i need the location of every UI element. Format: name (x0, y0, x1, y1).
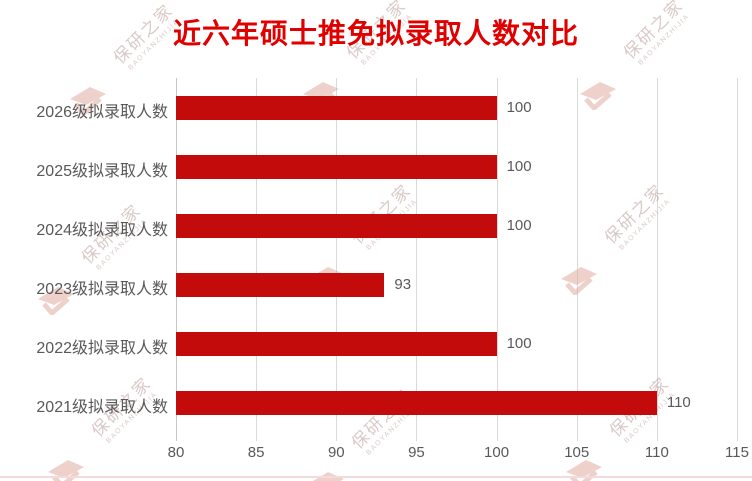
x-tick-label: 80 (167, 444, 185, 461)
value-label: 100 (506, 98, 532, 116)
category-label: 2022级拟录取人数 (36, 340, 168, 358)
gridline (496, 78, 498, 441)
watermark-logo-icon (576, 72, 618, 115)
gridline (256, 78, 258, 441)
x-tick-label: 105 (564, 444, 590, 461)
category-label: 2024级拟录取人数 (36, 221, 168, 239)
bottom-border-line (0, 476, 752, 478)
graduation-cap-icon (580, 82, 616, 112)
value-label: 110 (666, 394, 691, 412)
chart-title: 近六年硕士推免拟录取人数对比 (172, 18, 579, 49)
gridline (336, 78, 338, 441)
gridline (416, 78, 418, 441)
value-label: 100 (506, 216, 532, 234)
bar (176, 154, 497, 179)
gridline (176, 78, 177, 441)
bar (176, 332, 497, 357)
gridline (737, 78, 738, 441)
x-tick-label: 90 (327, 444, 345, 461)
gridline (576, 78, 578, 441)
graduation-cap-icon (561, 267, 597, 297)
value-label: 100 (506, 157, 532, 175)
bar (176, 95, 497, 120)
watermark-logo-icon (557, 257, 599, 300)
bar (176, 273, 385, 298)
x-tick-label: 115 (725, 444, 749, 461)
bar (176, 391, 657, 416)
value-label: 100 (506, 335, 532, 353)
x-tick-label: 110 (644, 444, 669, 461)
watermark-brand-text: 保研之家 (600, 180, 669, 248)
graduation-cap-icon (313, 472, 344, 481)
category-label: 2021级拟录取人数 (36, 399, 168, 417)
gridline (656, 78, 658, 441)
category-label: 2023级拟录取人数 (36, 281, 168, 299)
x-tick-label: 95 (408, 444, 425, 461)
category-label: 2026级拟录取人数 (36, 103, 168, 121)
watermark-brand-text: 保研之家 (332, 165, 427, 260)
watermark-logo-icon (304, 462, 346, 481)
category-label: 2025级拟录取人数 (36, 162, 168, 180)
bar (176, 213, 497, 238)
x-tick-label: 85 (247, 444, 265, 461)
value-label: 93 (394, 276, 412, 294)
watermark-brand-latin-text: BAOYANZHIJIA (618, 197, 673, 252)
x-tick-label: 100 (484, 444, 510, 461)
